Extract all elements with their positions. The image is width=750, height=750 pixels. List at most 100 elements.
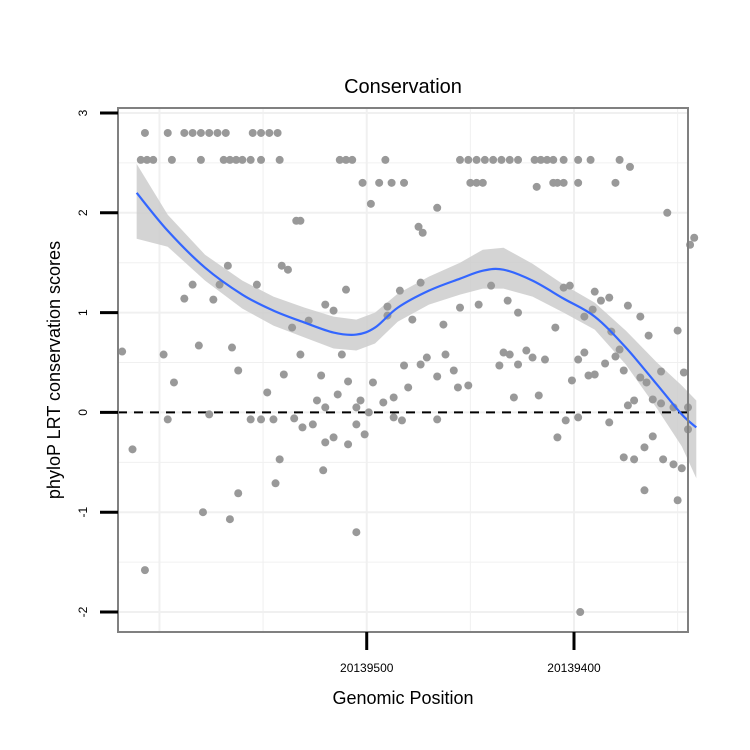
data-point [605,293,614,302]
data-point [574,155,583,164]
data-point [590,287,599,296]
data-point [321,300,330,309]
data-point [642,378,651,387]
data-point [416,360,425,369]
chart-title: Conservation [344,76,462,98]
data-point [663,208,672,217]
data-point [690,233,699,242]
data-point [625,162,634,171]
data-point [456,303,464,312]
data-point [505,350,514,359]
data-point [400,361,409,370]
data-point [657,399,666,408]
data-point [673,496,682,505]
data-point [474,300,483,309]
data-point [543,155,552,164]
data-point [257,155,266,164]
data-point [263,388,272,397]
data-point [433,415,442,424]
data-point [640,486,649,495]
y-tick-label: 0 [76,409,90,416]
data-point [414,222,423,231]
data-point [565,281,574,290]
data-point [389,413,398,422]
data-point [588,305,597,314]
data-point [509,393,518,402]
data-point [180,128,189,137]
data-point [567,376,576,385]
data-point [140,128,149,137]
data-point [559,155,568,164]
data-point [375,178,384,187]
y-tick-label: -2 [76,606,90,617]
data-point [283,265,292,274]
data-point [615,345,624,354]
data-point [619,453,628,462]
data-point [561,416,570,425]
data-point [265,128,274,137]
data-point [480,155,489,164]
data-point [464,381,473,390]
data-point [433,203,442,212]
data-point [422,353,431,362]
data-point [397,416,406,425]
data-point [275,155,284,164]
data-point [466,178,475,187]
smooth-line-group [135,192,698,429]
y-tick-label: -1 [76,507,90,518]
data-point [136,155,145,164]
data-point [196,155,205,164]
data-point [248,128,257,137]
data-point [337,350,346,359]
data-point [574,178,583,187]
data-point [228,343,236,352]
data-point [118,347,127,356]
data-point [344,377,353,386]
data-point [534,391,543,400]
data-point [574,413,583,422]
data-point [615,155,624,164]
data-point [559,283,568,292]
confidence-band [136,163,697,479]
data-point [149,155,158,164]
x-tick-label: 20139400 [547,661,601,675]
data-points-group [118,128,699,617]
data-point [514,308,523,317]
data-point [659,455,668,464]
data-point [648,395,657,404]
data-point [408,315,417,324]
data-point [167,155,176,164]
data-point [232,155,241,164]
data-point [584,371,593,380]
data-point [223,261,232,270]
data-point [356,396,365,405]
data-point [358,178,367,187]
data-point [611,178,620,187]
data-point [360,430,369,439]
data-point [522,346,531,355]
data-point [205,128,214,137]
data-point [246,155,255,164]
data-point [580,348,589,357]
x-tick-label: 20139500 [340,661,394,675]
data-point [246,415,255,424]
smooth-line [135,192,698,429]
data-point [551,323,560,332]
data-point [128,445,137,454]
data-point [472,178,481,187]
data-point [209,295,218,304]
data-point [553,178,562,187]
data-point [312,396,321,405]
data-point [487,281,496,290]
data-point [553,433,562,442]
data-point [342,155,350,164]
data-point [352,528,361,537]
data-point [636,373,645,382]
data-point [576,608,585,617]
data-point [623,301,632,310]
data-point [389,393,398,402]
data-point [640,443,649,452]
data-point [383,302,392,311]
data-point [321,438,330,447]
data-point [601,359,610,368]
